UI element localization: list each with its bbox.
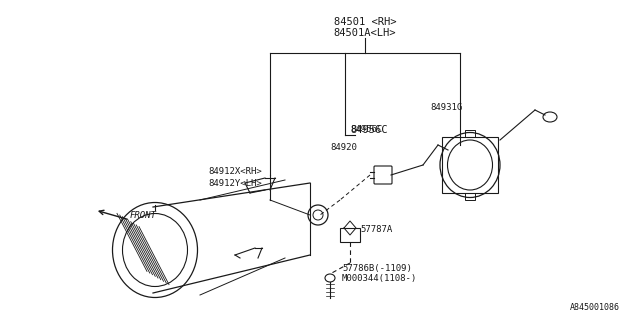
Text: 84501 <RH>: 84501 <RH> <box>333 17 396 27</box>
Text: M000344(1108-): M000344(1108-) <box>342 275 417 284</box>
Text: 84956C: 84956C <box>350 125 382 134</box>
Text: 84931G: 84931G <box>430 103 462 113</box>
Text: 84956C: 84956C <box>350 125 387 135</box>
Text: 57787A: 57787A <box>360 226 392 235</box>
Text: FRONT: FRONT <box>130 211 157 220</box>
Text: 84912X<RH>: 84912X<RH> <box>208 167 262 177</box>
Text: 84920: 84920 <box>330 143 357 153</box>
Text: 84912Y<LH>: 84912Y<LH> <box>208 179 262 188</box>
Text: A845001086: A845001086 <box>570 303 620 312</box>
Text: 57786B(-1109): 57786B(-1109) <box>342 263 412 273</box>
Text: 84501A<LH>: 84501A<LH> <box>333 28 396 38</box>
